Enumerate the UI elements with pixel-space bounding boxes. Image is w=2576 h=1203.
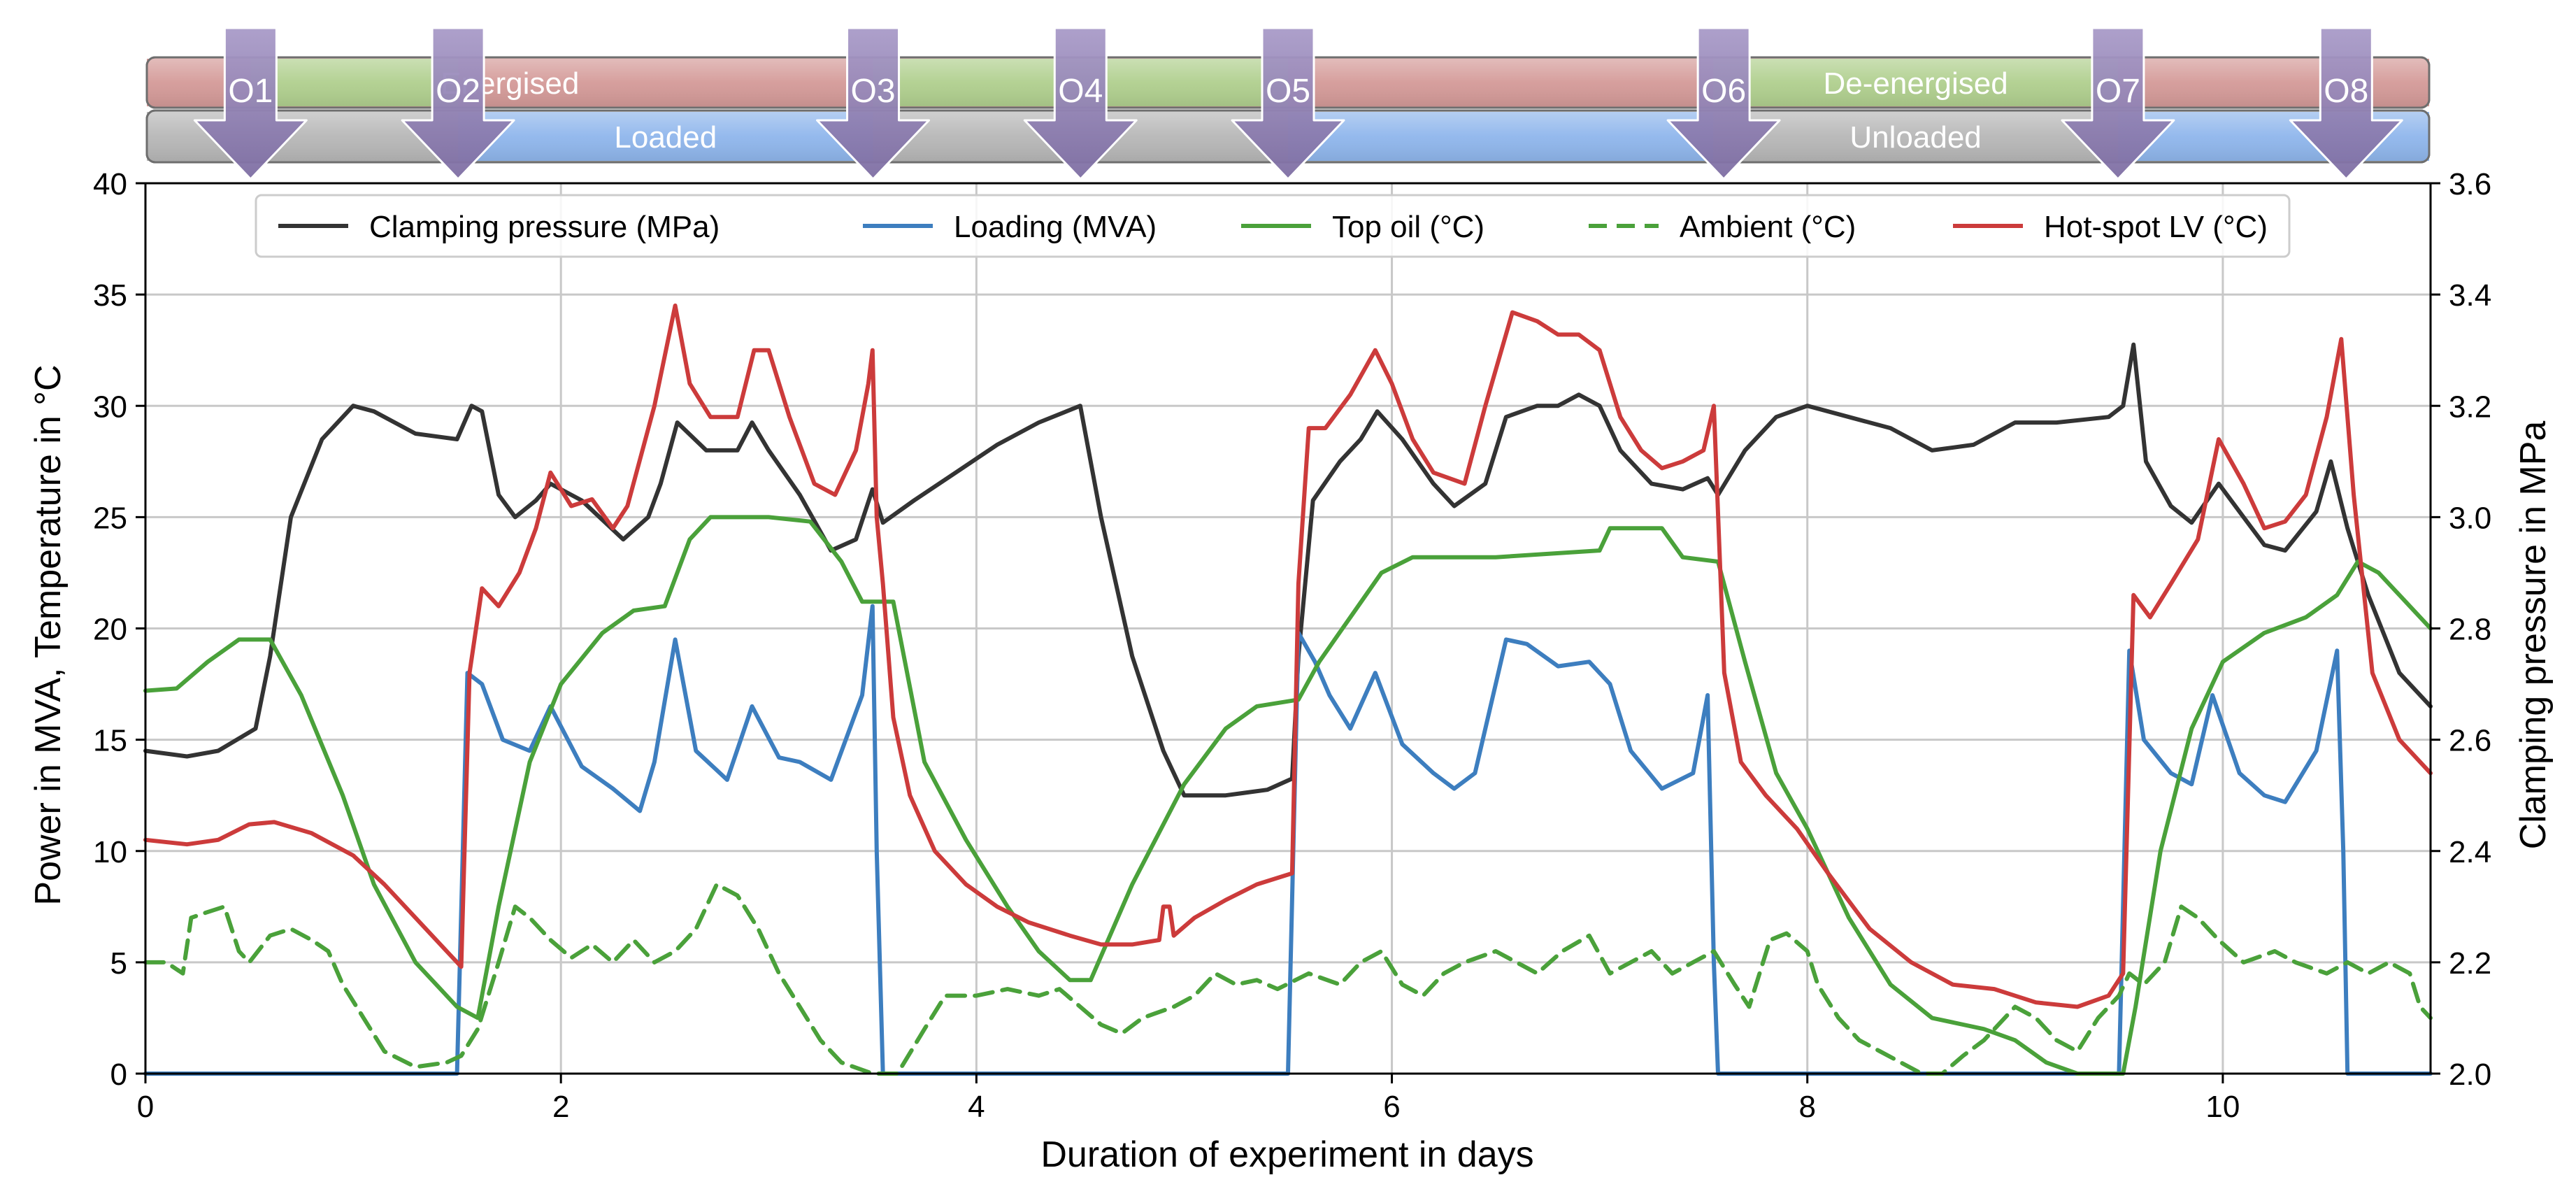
down-arrow-icon <box>1666 27 1781 180</box>
legend-label: Clamping pressure (MPa) <box>369 210 720 244</box>
y-tick-label-left: 35 <box>93 278 127 313</box>
legend-label: Loading (MVA) <box>954 210 1157 244</box>
operation-arrow-o3: O3 <box>816 27 931 180</box>
operation-arrow-o6: O6 <box>1666 27 1781 180</box>
down-arrow-icon <box>816 27 931 180</box>
legend-label: Top oil (°C) <box>1332 210 1484 244</box>
series-line <box>143 342 2433 798</box>
series-1 <box>143 604 2433 1076</box>
y-tick-label-right: 2.2 <box>2449 946 2491 981</box>
x-tick-label: 10 <box>2205 1090 2240 1124</box>
down-arrow-icon <box>1023 27 1138 180</box>
series-line <box>143 882 2433 1076</box>
y-tick-label-left: 30 <box>93 390 127 424</box>
y-tick-label-right: 3.4 <box>2449 278 2491 313</box>
y-tick-label-right: 3.2 <box>2449 390 2491 424</box>
y-axis-label-right: Clamping pressure in MPa <box>2513 421 2554 850</box>
down-arrow-icon <box>2061 27 2175 180</box>
phase-label: Unloaded <box>1849 120 1981 155</box>
series-3 <box>143 882 2433 1076</box>
legend: Clamping pressure (MPa) Loading (MVA) Top … <box>255 194 2291 258</box>
y-tick-label-left: 10 <box>93 835 127 869</box>
y-tick-label-left: 15 <box>93 724 127 758</box>
operation-arrow-o4: O4 <box>1023 27 1138 180</box>
legend-entry: Ambient (°C) <box>1589 210 1856 244</box>
down-arrow-icon <box>2289 27 2403 180</box>
operation-label: O8 <box>2324 73 2368 110</box>
legend-label: Ambient (°C) <box>1680 210 1856 244</box>
operation-label: O3 <box>851 73 896 110</box>
y-tick-label-right: 2.6 <box>2449 724 2491 758</box>
series-line <box>143 604 2433 1076</box>
legend-label: Hot-spot LV (°C) <box>2044 210 2268 244</box>
down-arrow-icon <box>193 27 308 180</box>
series-lines <box>143 304 2433 1076</box>
operation-label: O7 <box>2096 73 2140 110</box>
down-arrow-icon <box>1231 27 1345 180</box>
y-tick-label-left: 20 <box>93 613 127 647</box>
y-tick-label-right: 2.0 <box>2449 1058 2491 1092</box>
series-4 <box>143 304 2433 1009</box>
x-tick-label: 2 <box>552 1090 569 1124</box>
x-tick-label: 0 <box>137 1090 154 1124</box>
operation-arrow-o2: O2 <box>401 27 515 180</box>
y-tick-label-right: 3.0 <box>2449 501 2491 535</box>
operation-arrow-o8: O8 <box>2289 27 2403 180</box>
operation-arrow-o5: O5 <box>1231 27 1345 180</box>
y-tick-label-right: 2.8 <box>2449 613 2491 647</box>
series-0 <box>143 342 2433 798</box>
y-axis-label-left: Power in MVA, Temperature in °C <box>28 364 69 905</box>
phase-label: Loaded <box>614 120 717 155</box>
operation-label: O4 <box>1058 73 1103 110</box>
x-axis-label: Duration of experiment in days <box>1040 1134 1533 1175</box>
y-tick-label-left: 25 <box>93 501 127 535</box>
y-tick-label-left: 5 <box>110 946 127 981</box>
x-tick-label: 8 <box>1798 1090 1815 1124</box>
legend-entry: Top oil (°C) <box>1241 210 1484 244</box>
operation-label: O2 <box>436 73 480 110</box>
operation-label: O5 <box>1266 73 1310 110</box>
operation-label: O1 <box>228 73 273 110</box>
legend-entry: Hot-spot LV (°C) <box>1953 210 2268 244</box>
phase-label: De-energised <box>1824 66 2008 101</box>
grid-lines <box>144 182 2431 1075</box>
y-tick-label-left: 40 <box>93 167 127 201</box>
y-tick-label-right: 2.4 <box>2449 835 2491 869</box>
series-line <box>143 304 2433 1009</box>
legend-entry: Clamping pressure (MPa) <box>278 210 720 244</box>
y-tick-label-right: 3.6 <box>2449 167 2491 201</box>
y-tick-label-left: 0 <box>110 1058 127 1092</box>
operation-label: O6 <box>1701 73 1746 110</box>
operation-arrow-o7: O7 <box>2061 27 2175 180</box>
axes: 0 2 4 6 8 10 0 5 10 15 20 25 30 35 40 2.0 2.2 2.4 2.6 2.8 3.… <box>93 167 2491 1124</box>
legend-entry: Loading (MVA) <box>863 210 1157 244</box>
x-tick-label: 4 <box>968 1090 985 1124</box>
down-arrow-icon <box>401 27 515 180</box>
operation-arrow-o1: O1 <box>193 27 308 180</box>
x-tick-label: 6 <box>1383 1090 1400 1124</box>
